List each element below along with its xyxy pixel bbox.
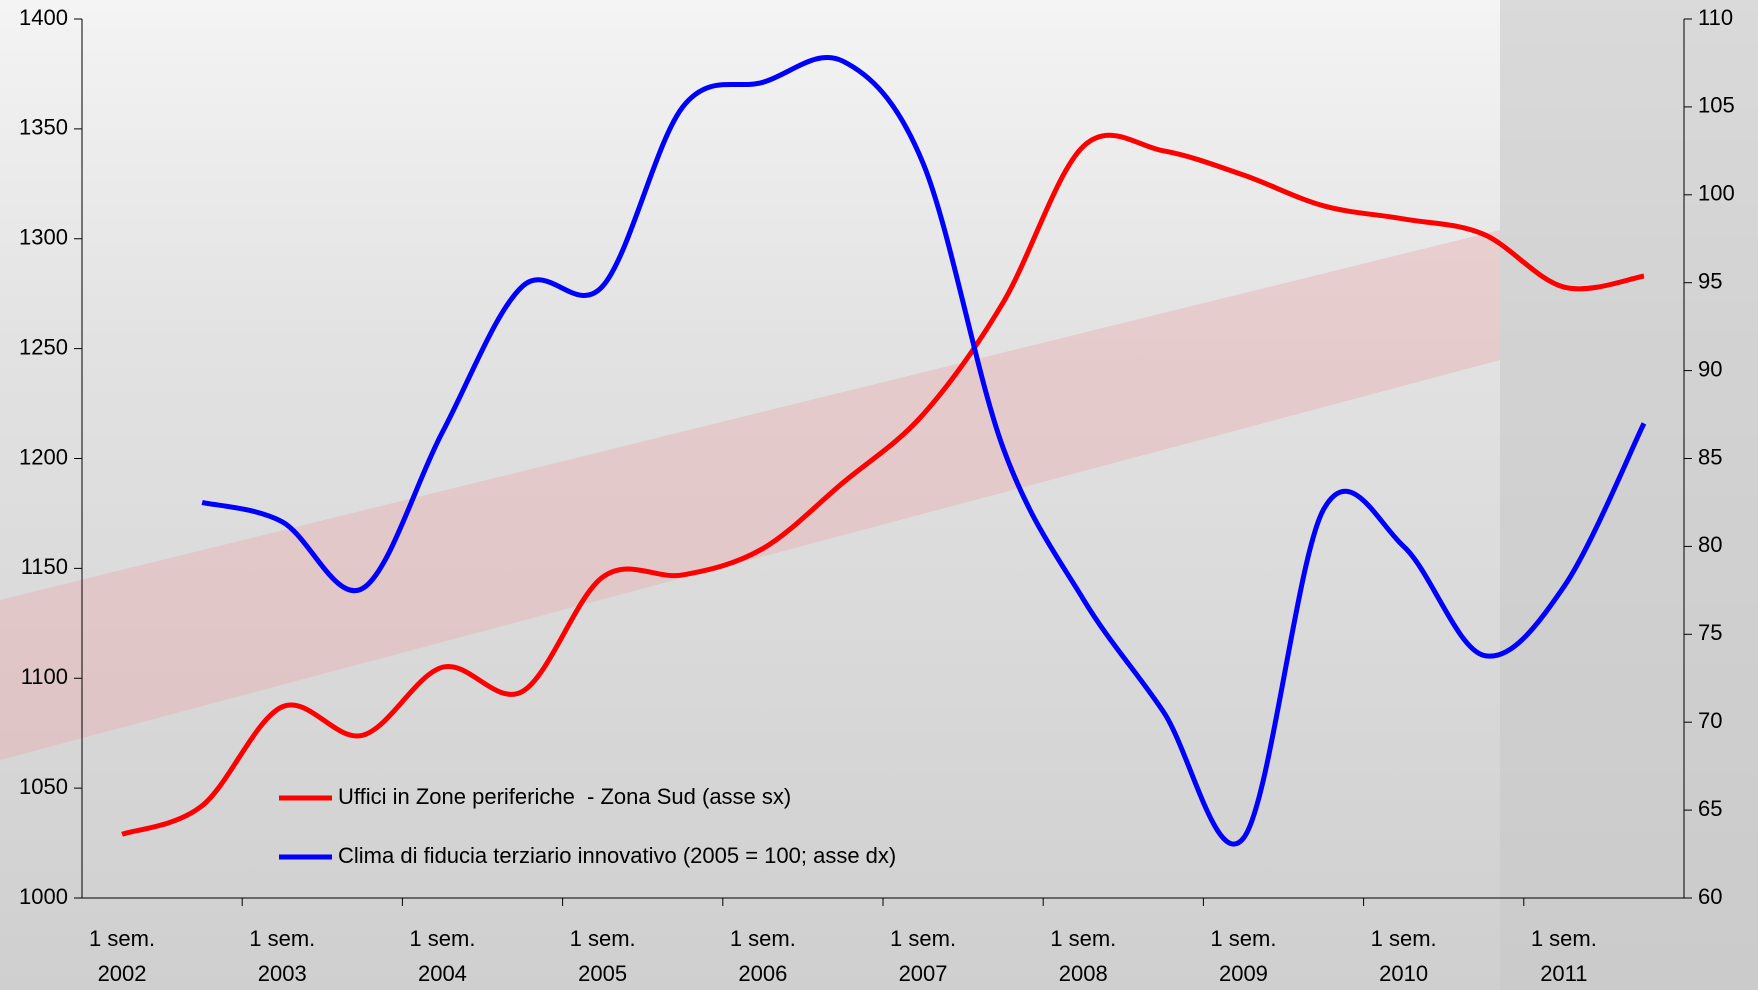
y2-tick-label: 95: [1698, 269, 1722, 294]
y-tick-label: 1000: [19, 884, 68, 909]
y-tick-label: 1250: [19, 334, 68, 359]
y-tick-label: 1400: [19, 5, 68, 30]
y2-tick-label: 110: [1698, 5, 1733, 30]
y2-tick-label: 65: [1698, 796, 1722, 821]
y-tick-label: 1050: [19, 774, 68, 799]
background-decor: [1500, 0, 1758, 990]
y-tick-label: 1350: [19, 115, 68, 140]
y2-tick-label: 105: [1698, 93, 1735, 118]
x-tick-label: 1 sem. 2004: [409, 926, 475, 986]
legend-label: Clima di fiducia terziario innovativo (2…: [338, 843, 896, 868]
x-tick-label: 1 sem. 2011: [1531, 926, 1597, 986]
y-tick-label: 1100: [21, 664, 68, 689]
x-tick-label: 1 sem. 2006: [730, 926, 796, 986]
x-tick-label: 1 sem. 2005: [570, 926, 636, 986]
x-tick-label: 1 sem. 2008: [1050, 926, 1116, 986]
background-decor: [0, 230, 1500, 760]
series-line: [121, 132, 1645, 837]
y2-tick-label: 60: [1698, 884, 1722, 909]
x-tick-label: 1 sem. 2010: [1371, 926, 1437, 986]
y-tick-label: 1300: [19, 225, 68, 250]
y2-tick-label: 75: [1698, 620, 1722, 645]
y2-tick-label: 80: [1698, 532, 1722, 557]
x-tick-label: 1 sem. 2002: [89, 926, 155, 986]
y-tick-label: 1150: [21, 554, 68, 579]
y2-tick-label: 100: [1698, 181, 1735, 206]
y2-tick-label: 85: [1698, 444, 1722, 469]
x-tick-label: 1 sem. 2007: [890, 926, 956, 986]
y-tick-label: 1200: [19, 444, 68, 469]
legend-label: Uffici in Zone periferiche - Zona Sud (a…: [338, 784, 791, 809]
x-tick-label: 1 sem. 2009: [1210, 926, 1276, 986]
series-line: [201, 54, 1647, 847]
x-tick-label: 1 sem. 2003: [249, 926, 315, 986]
y2-tick-label: 70: [1698, 708, 1722, 733]
y2-tick-label: 90: [1698, 356, 1722, 381]
